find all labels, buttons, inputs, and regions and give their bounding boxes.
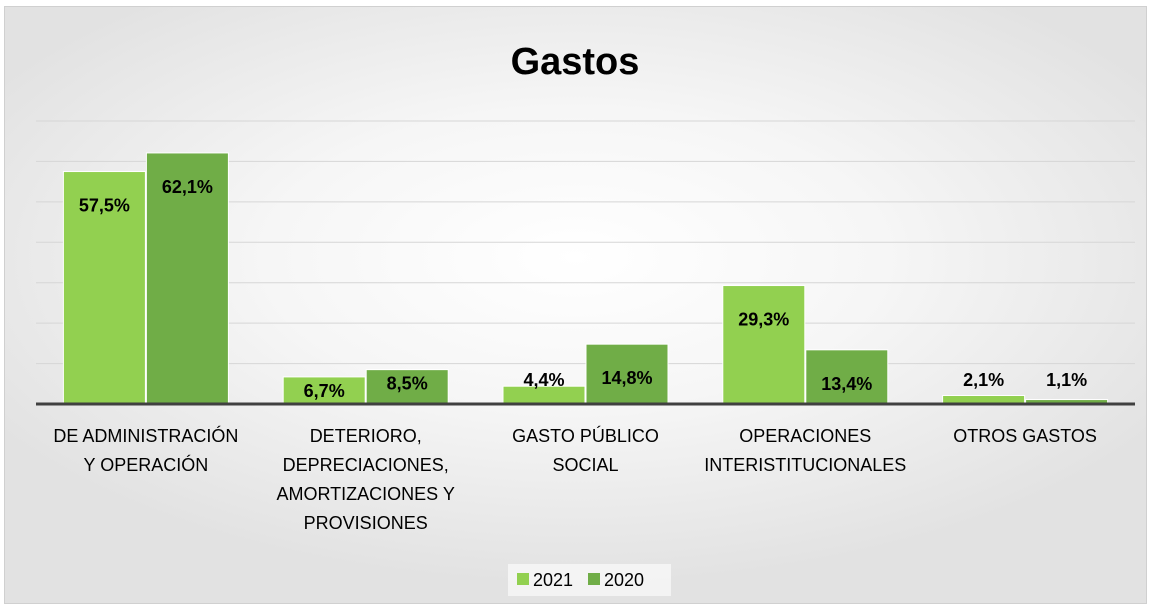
data-label: 62,1% (162, 177, 213, 197)
bar-2020-2 (585, 343, 669, 405)
legend-swatch (517, 573, 529, 585)
data-label: 6,7% (304, 381, 345, 401)
category-label: AMORTIZACIONES Y (277, 484, 455, 504)
category-label: OPERACIONES (739, 426, 871, 446)
data-label: 4,4% (523, 370, 564, 390)
category-label: INTERISTITUCIONALES (704, 455, 906, 475)
category-label: PROVISIONES (304, 513, 428, 533)
bar-2021-0 (62, 171, 146, 405)
category-label: SOCIAL (552, 455, 618, 475)
category-label: GASTO PÚBLICO (512, 425, 659, 446)
data-label: 29,3% (738, 310, 789, 330)
category-label: DEPRECIACIONES, (283, 455, 449, 475)
bar-2021-3 (722, 285, 806, 405)
category-label: OTROS GASTOS (953, 426, 1097, 446)
data-label: 8,5% (387, 374, 428, 394)
legend-label: 2020 (604, 570, 644, 590)
chart-title: Gastos (511, 41, 640, 83)
category-label: Y OPERACIÓN (84, 454, 209, 475)
data-label: 14,8% (601, 368, 652, 388)
legend-label: 2021 (533, 570, 573, 590)
data-label: 13,4% (821, 374, 872, 394)
category-label: DETERIORO, (310, 426, 422, 446)
category-label: DE ADMINISTRACIÓN (53, 425, 238, 446)
data-label: 57,5% (79, 196, 130, 216)
bar-2020-0 (145, 152, 229, 405)
bar-2020-1 (365, 369, 449, 405)
bar-2021-1 (282, 376, 366, 405)
data-label: 2,1% (963, 370, 1004, 390)
legend-swatch (588, 573, 600, 585)
bar-2020-3 (805, 349, 889, 405)
data-label: 1,1% (1046, 370, 1087, 390)
